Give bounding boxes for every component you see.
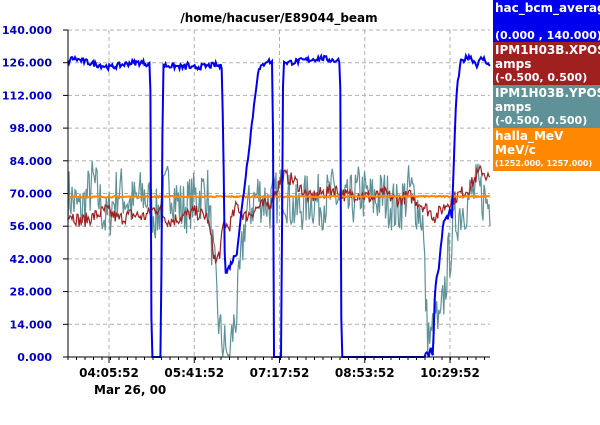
chart-title: /home/hacuser/E89044_beam	[180, 11, 378, 25]
legend-name: IPM1H03B.YPOS	[495, 86, 600, 100]
x-tick-label: 04:05:52	[79, 366, 139, 380]
y-tick-label: 84.000	[10, 155, 53, 168]
y-tick-label: 70.000	[10, 188, 53, 201]
legend-name: hac_bcm_average	[495, 1, 600, 15]
y-tick-labels: 0.000 14.000 28.000 42.000 56.000 70.000 84.00…	[2, 24, 52, 364]
x-tick-label: 07:17:52	[250, 366, 310, 380]
legend-range: (-0.500, 0.500)	[495, 114, 588, 127]
legend-range: (-0.500, 0.500)	[495, 71, 588, 84]
legend-unit: MeV/c	[495, 143, 536, 157]
y-tick-label: 28.000	[10, 286, 53, 299]
series-line-ipm1h03b-ypos	[67, 160, 491, 358]
x-tick-labels: 04:05:52 05:41:52 07:17:52 08:53:52 10:29:52	[79, 366, 480, 380]
y-tick-label: 0.000	[17, 351, 52, 364]
y-tick-label: 42.000	[10, 253, 53, 266]
y-tick-label: 126.000	[2, 57, 52, 70]
x-axis-date: Mar 26, 00	[94, 383, 167, 397]
legend-item-mev: halla_MeV MeV/c (1252.000, 1257.000)	[493, 128, 600, 171]
x-tick-label: 08:53:52	[335, 366, 395, 380]
series-line-halla-mev	[67, 194, 491, 199]
y-tick-label: 14.000	[10, 318, 53, 331]
y-tick-label: 112.000	[2, 89, 52, 102]
legend-name: IPM1H03B.XPOS	[495, 43, 600, 57]
legend-unit: amps	[495, 57, 532, 71]
y-tick-label: 56.000	[10, 220, 53, 233]
y-tick-label: 98.000	[10, 122, 53, 135]
x-tick-label: 05:41:52	[164, 366, 224, 380]
x-tick-label: 10:29:52	[420, 366, 480, 380]
legend-item-bcm: hac_bcm_average (0.000 , 140.000)	[493, 0, 600, 45]
y-tick-label: 140.000	[2, 24, 52, 37]
axes	[67, 30, 490, 358]
legend-range: (1252.000, 1257.000)	[495, 159, 593, 168]
legend-name: halla_MeV	[495, 129, 564, 143]
series-line-ipm1h03b-xpos	[67, 163, 491, 264]
legend-item-ypos: IPM1H03B.YPOS amps (-0.500, 0.500)	[493, 85, 600, 130]
legend-item-xpos: IPM1H03B.XPOS amps (-0.500, 0.500)	[493, 42, 600, 86]
legend-unit: amps	[495, 100, 532, 114]
legend-range: (0.000 , 140.000)	[495, 29, 600, 42]
